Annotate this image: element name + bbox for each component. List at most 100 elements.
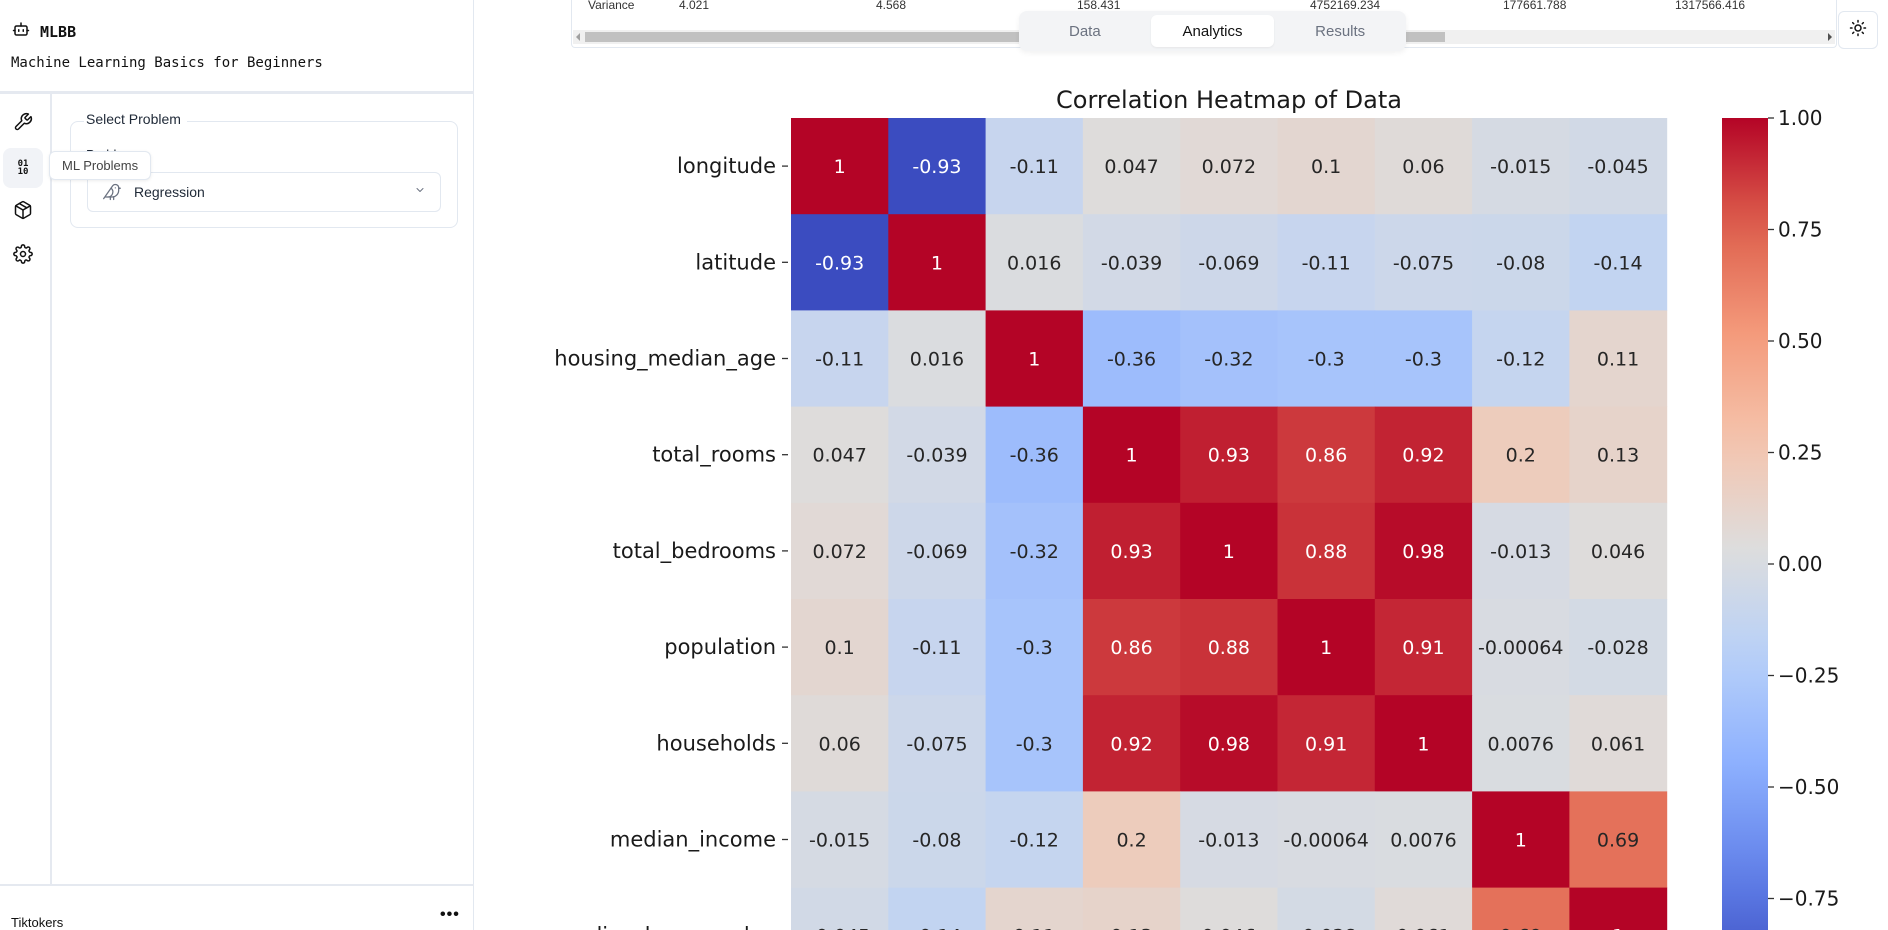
heatmap-cell-label: 0.92 xyxy=(1110,733,1152,755)
heatmap-cell-label: 1 xyxy=(834,156,846,178)
header-divider xyxy=(0,91,474,94)
scroll-right-arrow-icon[interactable] xyxy=(1828,33,1832,41)
colorbar-tick-label: −0.50 xyxy=(1778,775,1839,799)
scrollbar-thumb[interactable] xyxy=(585,32,1445,42)
heatmap-cell-label: 1 xyxy=(1515,830,1527,852)
heatmap-cell xyxy=(888,214,987,311)
problem-select-value: Regression xyxy=(134,184,205,200)
heatmap-cell xyxy=(1472,791,1570,889)
problem-select[interactable]: Regression xyxy=(87,172,441,212)
heatmap-cell xyxy=(1374,118,1473,215)
heatmap-cell-label: -0.08 xyxy=(1496,252,1545,274)
colorbar-tick-label: 0.00 xyxy=(1778,552,1823,576)
heatmap-cell-label: -0.069 xyxy=(906,541,967,563)
heatmap-cell-label: 0.69 xyxy=(1597,830,1639,852)
heatmap-cell-label: 0.2 xyxy=(1506,445,1536,467)
colorbar-tick-label: 0.75 xyxy=(1778,218,1823,242)
heatmap-cell xyxy=(1472,118,1570,215)
heatmap-cell xyxy=(1082,695,1181,792)
heatmap-cell xyxy=(1472,599,1570,696)
robot-icon xyxy=(12,20,30,43)
heatmap-cell-label: 0.69 xyxy=(1500,926,1542,930)
heatmap-cell xyxy=(791,599,889,696)
footer-user-name: Tiktokers xyxy=(11,915,64,930)
colorbar xyxy=(1722,118,1768,930)
heatmap-cell xyxy=(1277,695,1376,792)
heatmap-cell xyxy=(1082,502,1181,600)
heatmap-cell-label: 0.1 xyxy=(825,637,855,659)
heatmap-cell-label: 0.06 xyxy=(818,733,860,755)
heatmap-cell xyxy=(1277,887,1376,930)
scroll-left-arrow-icon[interactable] xyxy=(576,33,580,41)
heatmap-cell-label: -0.12 xyxy=(1010,830,1059,852)
heatmap-cell xyxy=(1082,310,1181,408)
heatmap-cell-label: 0.93 xyxy=(1110,541,1152,563)
heatmap-cell xyxy=(1569,695,1668,792)
heatmap-cell xyxy=(1472,406,1570,504)
heatmap-cell-label: 0.061 xyxy=(1396,926,1450,930)
icon-rail: 01 10 xyxy=(0,94,52,884)
theme-toggle-button[interactable] xyxy=(1838,11,1878,49)
rail-item-tools[interactable] xyxy=(3,104,43,144)
heatmap-cell-label: -0.028 xyxy=(1587,637,1648,659)
y-tick-label: housing_median_age xyxy=(554,347,776,372)
heatmap-cell-label: 0.2 xyxy=(1116,830,1146,852)
stats-cell: 4752169.234 xyxy=(1310,0,1381,12)
heatmap-cell-label: -0.36 xyxy=(1010,445,1059,467)
heatmap-cell-label: -0.015 xyxy=(809,830,870,852)
heatmap-cell xyxy=(1180,791,1278,889)
rail-item-settings[interactable] xyxy=(3,236,43,276)
heatmap-cell-label: 0.11 xyxy=(1013,926,1055,930)
tab-data[interactable]: Data xyxy=(1068,22,1101,40)
heatmap-cell xyxy=(1277,406,1376,504)
heatmap-cell-label: -0.3 xyxy=(1016,733,1053,755)
y-tick-label: longitude xyxy=(677,154,776,178)
rail-item-ml-problems[interactable]: 01 10 xyxy=(3,148,43,188)
heatmap-cell-label: -0.045 xyxy=(1587,156,1648,178)
heatmap-cell-label: -0.32 xyxy=(1010,541,1059,563)
more-options-button[interactable]: ••• xyxy=(440,906,460,923)
heatmap-cell-label: -0.015 xyxy=(1490,156,1551,178)
tab-results[interactable]: Results xyxy=(1315,22,1366,40)
rail-item-models[interactable] xyxy=(3,192,43,232)
heatmap-cell xyxy=(791,118,889,215)
heatmap-cell-label: 0.072 xyxy=(812,541,866,563)
stats-cell: 158.431 xyxy=(1077,0,1121,12)
heatmap-cell xyxy=(1569,406,1668,504)
stats-row-label: Variance xyxy=(588,0,635,12)
heatmap-cell xyxy=(985,406,1084,504)
stats-cell: 4.021 xyxy=(679,0,710,12)
binary-icon: 01 10 xyxy=(17,159,29,177)
heatmap-cell xyxy=(985,887,1084,930)
heatmap-cell xyxy=(1082,791,1181,889)
heatmap-cell-label: -0.013 xyxy=(1198,830,1259,852)
colorbar-tick-label: −0.25 xyxy=(1778,664,1839,688)
heatmap-cell-label: -0.075 xyxy=(1393,252,1454,274)
heatmap-cell-label: 0.98 xyxy=(1402,541,1444,563)
heatmap-cell-label: -0.93 xyxy=(815,252,864,274)
heatmap-cell-label: 0.016 xyxy=(910,349,964,371)
app-subtitle: Machine Learning Basics for Beginners xyxy=(11,55,323,71)
heatmap-cell xyxy=(985,599,1084,696)
box-icon xyxy=(13,200,33,225)
tab-analytics[interactable]: Analytics xyxy=(1150,15,1275,47)
heatmap-cell xyxy=(1180,599,1278,696)
heatmap-cell-label: 0.86 xyxy=(1305,445,1347,467)
heatmap-cell xyxy=(1472,502,1570,600)
heatmap-cell-label: 0.13 xyxy=(1110,926,1152,930)
heatmap-cell xyxy=(1472,310,1570,408)
heatmap-cell xyxy=(1180,118,1278,215)
rail-tooltip: ML Problems xyxy=(49,151,152,180)
heatmap-cell xyxy=(985,791,1084,889)
heatmap-cell xyxy=(1180,887,1278,930)
y-tick-label: latitude xyxy=(695,250,776,274)
heatmap-cell-label: 0.06 xyxy=(1402,156,1444,178)
heatmap-cell xyxy=(1082,118,1181,215)
chart-title: Correlation Heatmap of Data xyxy=(1056,86,1402,114)
problem-field-label: Problem xyxy=(86,147,134,154)
heatmap-cell xyxy=(1569,310,1668,408)
heatmap-cell xyxy=(1180,406,1278,504)
heatmap-cell-label: -0.14 xyxy=(1593,252,1642,274)
heatmap-cell-label: 0.86 xyxy=(1110,637,1152,659)
heatmap-cell xyxy=(1374,791,1473,889)
